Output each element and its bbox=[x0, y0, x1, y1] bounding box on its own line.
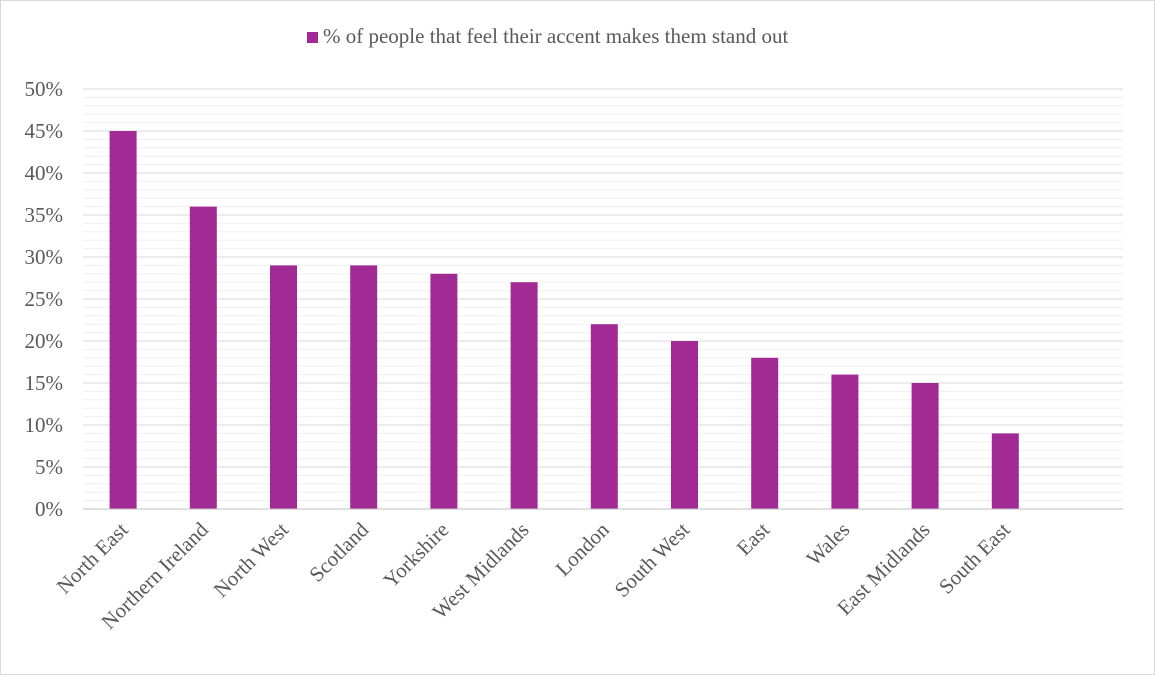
y-tick-label: 35% bbox=[25, 203, 64, 227]
y-tick-label: 0% bbox=[35, 497, 63, 521]
bar bbox=[430, 273, 458, 509]
y-tick-label: 10% bbox=[25, 413, 64, 437]
y-tick-label: 30% bbox=[25, 245, 64, 269]
bar bbox=[590, 324, 618, 509]
y-tick-label: 15% bbox=[25, 371, 64, 395]
y-axis-tick-labels: 0% 5% 10% 15% 20% 25% 30% 35% 40% 45% 50% bbox=[25, 77, 64, 521]
legend: % of people that feel their accent makes… bbox=[307, 24, 788, 48]
bar bbox=[671, 341, 698, 509]
bar bbox=[350, 265, 378, 509]
x-tick-label: South West bbox=[610, 517, 695, 602]
bars bbox=[109, 131, 1019, 509]
y-tick-label: 40% bbox=[25, 161, 64, 185]
bar bbox=[991, 433, 1019, 509]
x-tick-label: Wales bbox=[802, 518, 855, 571]
bar bbox=[751, 357, 779, 509]
y-tick-label: 50% bbox=[25, 77, 64, 101]
bar bbox=[109, 131, 137, 509]
x-tick-label: London bbox=[551, 517, 615, 581]
x-tick-label: Yorkshire bbox=[379, 518, 454, 593]
x-tick-label: South East bbox=[934, 517, 1015, 598]
bar bbox=[831, 374, 859, 509]
bar bbox=[911, 383, 939, 509]
bar bbox=[189, 206, 217, 509]
bar bbox=[270, 265, 297, 509]
y-tick-label: 5% bbox=[35, 455, 63, 479]
y-tick-label: 25% bbox=[25, 287, 64, 311]
legend-swatch bbox=[307, 32, 318, 43]
x-tick-label: Scotland bbox=[304, 517, 373, 586]
x-tick-label: East bbox=[732, 517, 775, 560]
y-tick-label: 20% bbox=[25, 329, 64, 353]
bar bbox=[510, 282, 538, 509]
legend-label: % of people that feel their accent makes… bbox=[323, 24, 788, 48]
x-tick-label: North West bbox=[209, 517, 293, 601]
x-tick-label: North East bbox=[52, 517, 133, 598]
y-tick-label: 45% bbox=[25, 119, 64, 143]
